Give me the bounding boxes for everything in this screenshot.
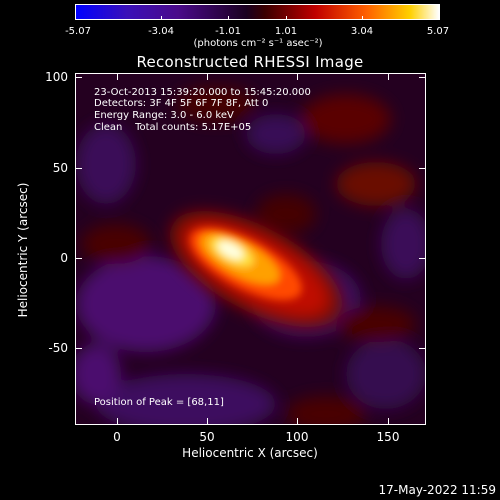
y-tick — [76, 168, 82, 169]
image-title: Reconstructed RHESSI Image — [136, 53, 364, 71]
x-tick — [117, 418, 118, 424]
colorbar-units: (photons cm⁻² s⁻¹ asec⁻²) — [193, 38, 323, 49]
plot-timestamp: 17-May-2022 11:59 — [378, 483, 496, 497]
colorbar-tick — [161, 16, 162, 20]
x-axis-label: Heliocentric X (arcsec) — [182, 446, 318, 460]
y-tick — [419, 348, 425, 349]
observation-time: 23-Oct-2013 15:39:20.000 to 15:45:20.000 — [94, 87, 311, 98]
y-axis-label: Heliocentric Y (arcsec) — [16, 182, 30, 318]
detectors-info: Detectors: 3F 4F 5F 6F 7F 8F, Att 0 — [94, 98, 269, 109]
image-plot — [75, 73, 426, 425]
x-tick — [207, 418, 208, 424]
colorbar-tick-label: -3.04 — [148, 26, 174, 37]
x-tick-label: 100 — [285, 430, 309, 444]
colorbar-tick — [228, 16, 229, 20]
x-tick-label: 50 — [199, 430, 215, 444]
rhessi-image — [76, 74, 425, 424]
colorbar-tick-label: -1.01 — [215, 26, 241, 37]
y-tick — [76, 77, 82, 78]
energy-range: Energy Range: 3.0 - 6.0 keV — [94, 110, 234, 121]
y-tick — [76, 348, 82, 349]
colorbar-tick-label: 3.04 — [350, 26, 374, 37]
y-tick — [419, 258, 425, 259]
colorbar-tick-label: 5.07 — [426, 26, 450, 37]
x-tick — [207, 74, 208, 80]
y-tick — [76, 258, 82, 259]
y-tick-label: -50 — [48, 341, 68, 355]
colorbar-tick — [362, 16, 363, 20]
y-tick — [419, 168, 425, 169]
y-tick — [419, 77, 425, 78]
x-tick — [297, 74, 298, 80]
algorithm-counts: Clean Total counts: 5.17E+05 — [94, 122, 252, 133]
colorbar-tick-label: 1.01 — [274, 26, 298, 37]
x-tick — [117, 74, 118, 80]
y-tick-label: 0 — [60, 251, 68, 265]
x-tick-label: 0 — [113, 430, 121, 444]
colorbar-tick — [286, 16, 287, 20]
x-tick — [297, 418, 298, 424]
x-tick — [388, 74, 389, 80]
y-tick-label: 50 — [52, 161, 68, 175]
peak-position: Position of Peak = [68,11] — [94, 397, 224, 408]
colorbar — [75, 4, 440, 20]
y-tick-label: 100 — [45, 70, 68, 84]
colorbar-tick-label: -5.07 — [65, 26, 91, 37]
x-tick-label: 150 — [376, 430, 400, 444]
x-tick — [388, 418, 389, 424]
